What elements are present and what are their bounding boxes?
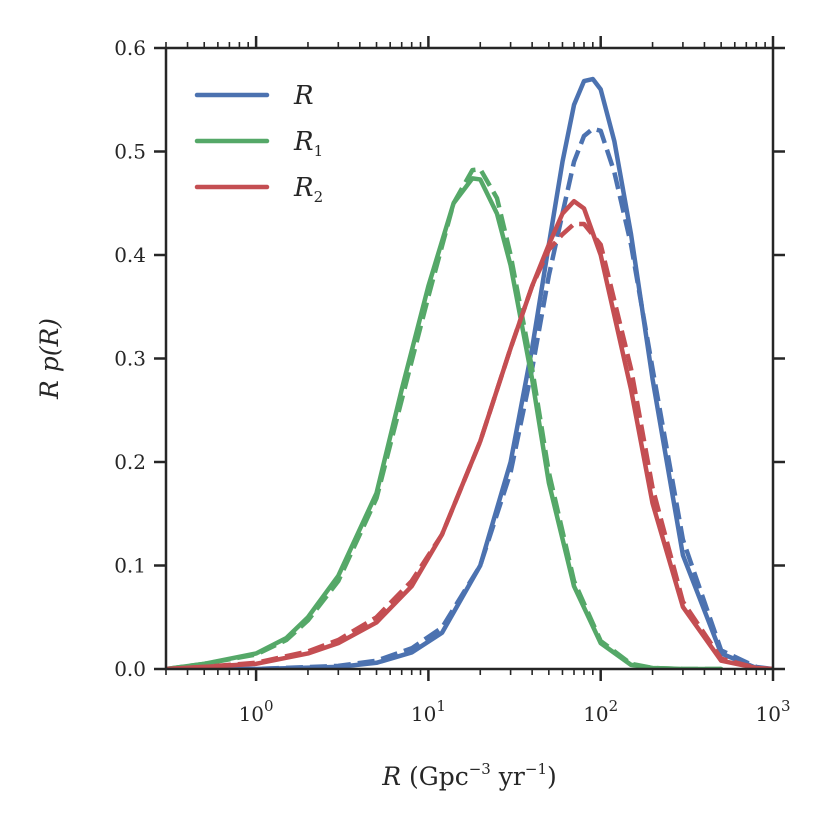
series-group — [166, 76, 773, 669]
series-line-1 — [166, 126, 773, 669]
x-axis-label: R (Gpc−3 yr−1) — [381, 760, 557, 791]
series-line-5 — [166, 221, 773, 669]
y-tick-label: 0.6 — [114, 36, 146, 60]
y-tick-label: 0.5 — [114, 140, 146, 164]
y-tick-label: 0.1 — [114, 554, 146, 578]
y-axis-label: R p(R) — [35, 318, 64, 400]
series-line-0 — [166, 76, 773, 669]
legend-label: R2 — [293, 173, 323, 206]
y-tick-label: 0.0 — [114, 657, 146, 681]
y-tick-label: 0.3 — [114, 347, 146, 371]
x-tick-label: 102 — [583, 697, 618, 726]
y-tick-label: 0.4 — [114, 243, 146, 267]
x-tick-label: 100 — [239, 697, 274, 726]
y-tick-label: 0.2 — [114, 450, 146, 474]
series-line-3 — [166, 166, 722, 669]
x-tick-label: 103 — [756, 697, 791, 726]
legend-label: R — [293, 81, 314, 111]
x-tick-label: 101 — [411, 697, 446, 726]
legend-label: R1 — [293, 127, 323, 160]
